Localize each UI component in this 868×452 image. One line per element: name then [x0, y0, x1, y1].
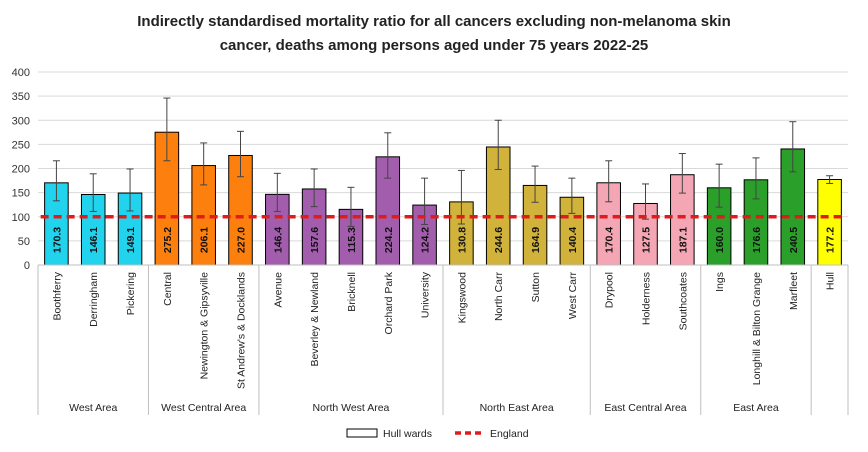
- y-tick-label: 100: [12, 212, 30, 224]
- y-tick-label: 350: [12, 91, 30, 103]
- value-label: 149.1: [125, 227, 137, 253]
- x-tick-label: Bricknell: [346, 272, 358, 312]
- x-tick-label: Orchard Park: [383, 271, 395, 334]
- value-label: 146.4: [272, 227, 284, 253]
- y-tick-label: 50: [18, 236, 30, 248]
- x-tick-label: Holderness: [641, 272, 653, 325]
- value-label: 177.2: [825, 227, 837, 253]
- x-tick-label: University: [420, 271, 432, 318]
- x-axis: Boothferry Derringham Pickering Central Newi…: [37, 264, 849, 415]
- area-group-label: West Central Area: [161, 402, 246, 414]
- error-bars: [52, 97, 834, 227]
- value-label: 206.1: [199, 227, 211, 253]
- chart-title-line-1: Indirectly standardised mortality ratio …: [137, 13, 731, 30]
- x-tick-label: Avenue: [272, 272, 284, 308]
- value-label: 176.6: [751, 227, 763, 253]
- value-label: 157.6: [309, 227, 321, 253]
- area-group-label: East Area: [733, 402, 779, 414]
- x-tick-label: Kingswood: [456, 272, 468, 324]
- x-tick-label: Marfleet: [788, 272, 800, 310]
- x-tick-label: Newington & Gipsyville: [199, 272, 211, 380]
- legend-swatch-hull-wards: [346, 428, 378, 438]
- value-label: 170.3: [51, 227, 63, 253]
- x-tick-label: Southcoates: [677, 272, 689, 330]
- x-tick-label: Central: [162, 272, 174, 306]
- value-label: 140.4: [567, 227, 579, 253]
- legend: Hull wards England: [346, 428, 529, 440]
- area-group-label: East Central Area: [604, 402, 686, 414]
- x-tick-label: Sutton: [530, 272, 542, 303]
- value-label: 187.1: [677, 227, 689, 253]
- x-tick-label: Hull: [825, 272, 837, 290]
- value-label: 124.2: [420, 227, 432, 253]
- value-label: 170.4: [604, 227, 616, 253]
- area-group-label: West Area: [69, 402, 117, 414]
- area-group-label: North West Area: [313, 402, 390, 414]
- x-tick-label: West Carr: [567, 271, 579, 319]
- x-tick-label: Drypool: [604, 272, 616, 308]
- chart-title-line-2: cancer, deaths among persons aged under …: [220, 37, 649, 54]
- bars: [44, 131, 842, 266]
- value-label: 164.9: [530, 227, 542, 253]
- area-group-label: North East Area: [480, 402, 554, 414]
- y-tick-label: 300: [12, 115, 30, 127]
- value-labels: 170.3 146.1 149.1 275.2 206.1 227.0 146.4 157.6…: [51, 227, 836, 253]
- x-tick-label: Beverley & Newland: [309, 272, 321, 367]
- value-label: 115.3: [346, 227, 358, 253]
- x-tick-label: Pickering: [125, 272, 137, 315]
- legend-label-hull-wards: Hull wards: [383, 428, 432, 440]
- x-tick-label: Boothferry: [51, 271, 63, 320]
- y-axis: 0 50 100 150 200 250 300 350 400: [12, 67, 30, 272]
- legend-label-england: England: [490, 428, 529, 440]
- y-tick-label: 250: [12, 139, 30, 151]
- value-label: 227.0: [236, 227, 248, 253]
- value-label: 224.2: [383, 227, 395, 253]
- y-tick-label: 200: [12, 164, 30, 176]
- value-label: 127.5: [641, 227, 653, 253]
- x-tick-label: Derringham: [88, 272, 100, 327]
- value-label: 275.2: [162, 227, 174, 253]
- value-label: 244.6: [493, 227, 505, 253]
- value-label: 240.5: [788, 227, 800, 253]
- value-label: 146.1: [88, 227, 100, 253]
- x-tick-label: Ings: [714, 272, 726, 292]
- y-tick-label: 0: [24, 260, 30, 272]
- y-tick-label: 400: [12, 67, 30, 79]
- value-label: 130.8: [456, 227, 468, 253]
- x-tick-label: North Carr: [493, 272, 505, 322]
- value-label: 160.0: [714, 227, 726, 253]
- x-tick-label: St Andrew's & Docklands: [236, 272, 248, 389]
- y-tick-label: 150: [12, 188, 30, 200]
- x-tick-label: Longhill & Bilton Grange: [751, 272, 763, 385]
